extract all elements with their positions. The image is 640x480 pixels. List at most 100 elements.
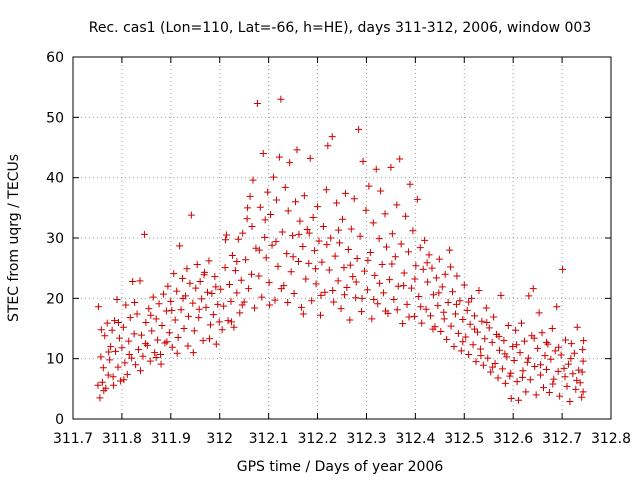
data-point bbox=[519, 367, 527, 375]
data-point bbox=[109, 373, 117, 381]
data-point bbox=[566, 398, 574, 406]
data-point bbox=[364, 256, 372, 264]
data-point bbox=[329, 286, 337, 294]
data-point bbox=[255, 272, 263, 280]
data-point bbox=[390, 296, 398, 304]
data-point bbox=[305, 259, 313, 267]
data-point bbox=[507, 394, 515, 402]
data-point bbox=[177, 306, 185, 314]
x-tick-label: 312.4 bbox=[395, 431, 435, 447]
data-point bbox=[413, 195, 421, 203]
data-point bbox=[524, 354, 532, 362]
data-point bbox=[579, 346, 587, 354]
x-tick-label: 312.6 bbox=[493, 431, 533, 447]
data-point bbox=[422, 305, 430, 313]
data-point bbox=[501, 350, 509, 358]
data-point bbox=[465, 298, 473, 306]
data-point bbox=[416, 244, 424, 252]
data-point bbox=[550, 375, 558, 383]
data-point bbox=[163, 338, 171, 346]
data-point bbox=[149, 293, 157, 301]
data-point bbox=[563, 382, 571, 390]
data-point bbox=[179, 274, 187, 282]
data-point bbox=[112, 347, 120, 355]
data-point bbox=[293, 146, 301, 154]
data-point bbox=[246, 192, 254, 200]
data-point bbox=[456, 297, 464, 305]
data-point bbox=[114, 318, 122, 326]
data-point bbox=[196, 277, 204, 285]
data-point bbox=[504, 321, 512, 329]
data-point bbox=[190, 327, 198, 335]
x-tick-label: 312 bbox=[206, 431, 233, 447]
data-point bbox=[237, 276, 245, 284]
data-point bbox=[222, 236, 230, 244]
data-point bbox=[417, 303, 425, 311]
data-point bbox=[481, 335, 489, 343]
x-tick-label: 311.7 bbox=[53, 431, 93, 447]
data-point bbox=[418, 319, 426, 327]
data-point bbox=[271, 296, 279, 304]
data-point bbox=[272, 238, 280, 246]
data-point bbox=[110, 381, 118, 389]
data-point bbox=[141, 340, 149, 348]
data-point bbox=[168, 306, 176, 314]
data-point bbox=[369, 219, 377, 227]
data-point bbox=[475, 286, 483, 294]
data-point bbox=[330, 298, 338, 306]
data-point bbox=[347, 225, 355, 233]
data-point bbox=[259, 150, 267, 158]
data-point bbox=[155, 300, 163, 308]
data-point bbox=[275, 153, 283, 161]
y-tick-label: 30 bbox=[46, 231, 64, 247]
data-point bbox=[362, 206, 370, 214]
data-point bbox=[454, 329, 462, 337]
data-point bbox=[561, 373, 569, 381]
data-point bbox=[268, 241, 276, 249]
data-point bbox=[136, 367, 144, 375]
data-point bbox=[252, 244, 260, 252]
grid-lines bbox=[73, 57, 611, 419]
data-point bbox=[317, 291, 325, 299]
data-point bbox=[154, 336, 162, 344]
data-point bbox=[487, 368, 495, 376]
data-point bbox=[101, 332, 109, 340]
data-point bbox=[359, 157, 367, 165]
data-point bbox=[497, 291, 505, 299]
data-point bbox=[488, 338, 496, 346]
data-point bbox=[248, 223, 256, 231]
data-point bbox=[534, 344, 542, 352]
data-point bbox=[244, 204, 252, 212]
data-point bbox=[200, 271, 208, 279]
data-point bbox=[209, 311, 217, 319]
data-point bbox=[195, 314, 203, 322]
data-point bbox=[444, 299, 452, 307]
data-point bbox=[548, 325, 556, 332]
data-point bbox=[198, 295, 206, 303]
data-point bbox=[99, 364, 107, 372]
data-point bbox=[545, 388, 553, 396]
data-point bbox=[427, 312, 435, 320]
data-point bbox=[255, 246, 263, 254]
data-point bbox=[171, 316, 179, 324]
data-point bbox=[256, 203, 264, 211]
data-point bbox=[349, 273, 357, 281]
data-point bbox=[567, 340, 575, 348]
data-point bbox=[123, 370, 131, 378]
data-point bbox=[321, 288, 329, 296]
x-tick-label: 311.9 bbox=[151, 431, 191, 447]
data-point bbox=[262, 254, 270, 262]
data-point bbox=[525, 292, 533, 300]
data-point bbox=[120, 376, 128, 384]
y-tick-label: 50 bbox=[46, 110, 64, 126]
data-point bbox=[579, 388, 587, 396]
data-point bbox=[331, 252, 339, 260]
data-point bbox=[167, 297, 175, 305]
data-point bbox=[146, 357, 154, 365]
data-point bbox=[294, 258, 302, 266]
data-point bbox=[265, 279, 273, 287]
data-point bbox=[118, 344, 126, 352]
data-point bbox=[382, 307, 390, 315]
data-point bbox=[365, 182, 373, 190]
data-point bbox=[540, 384, 548, 392]
